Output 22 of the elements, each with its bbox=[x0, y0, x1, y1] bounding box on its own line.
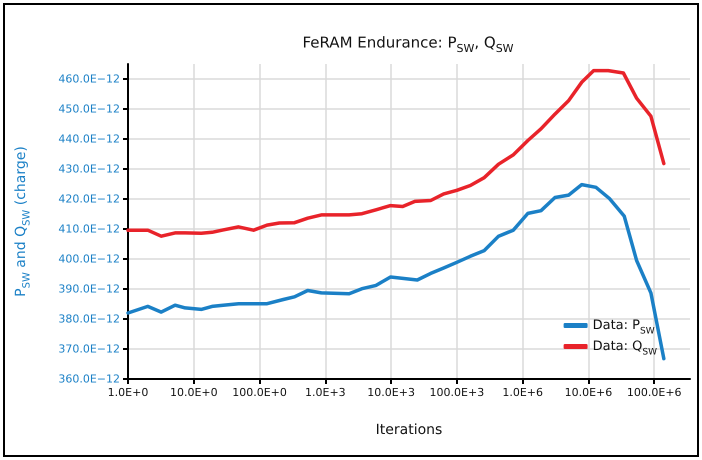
x-tick-label: 1.0E+6 bbox=[502, 386, 543, 399]
y-tick-label: 440.0E−12 bbox=[58, 132, 120, 146]
y-tick-label: 390.0E−12 bbox=[58, 282, 120, 296]
x-tick-label: 10.0E+6 bbox=[564, 386, 612, 399]
x-tick-label: 100.0E+6 bbox=[626, 386, 682, 399]
y-tick-label: 360.0E−12 bbox=[58, 372, 120, 386]
y-tick-label: 450.0E−12 bbox=[58, 102, 120, 116]
y-tick-label: 460.0E−12 bbox=[58, 72, 120, 86]
x-tick-label: 10.0E+0 bbox=[170, 386, 218, 399]
x-tick-label: 1.0E+0 bbox=[108, 386, 148, 399]
y-axis-title: PSW and QSW (charge) bbox=[13, 146, 32, 297]
x-tick-label: 100.0E+0 bbox=[232, 386, 287, 399]
y-tick-label: 400.0E−12 bbox=[58, 252, 120, 266]
y-tick-label: 370.0E−12 bbox=[58, 342, 120, 356]
x-axis-title: Iterations bbox=[376, 422, 442, 438]
x-tick-label: 100.0E+3 bbox=[430, 386, 484, 399]
y-tick-label: 430.0E−12 bbox=[58, 162, 120, 176]
x-tick-label: 1.0E+3 bbox=[304, 386, 346, 399]
x-tick-label: 10.0E+3 bbox=[367, 386, 415, 399]
y-tick-label: 420.0E−12 bbox=[58, 192, 120, 206]
y-tick-label: 380.0E−12 bbox=[58, 312, 120, 326]
y-tick-label: 410.0E−12 bbox=[58, 222, 120, 236]
